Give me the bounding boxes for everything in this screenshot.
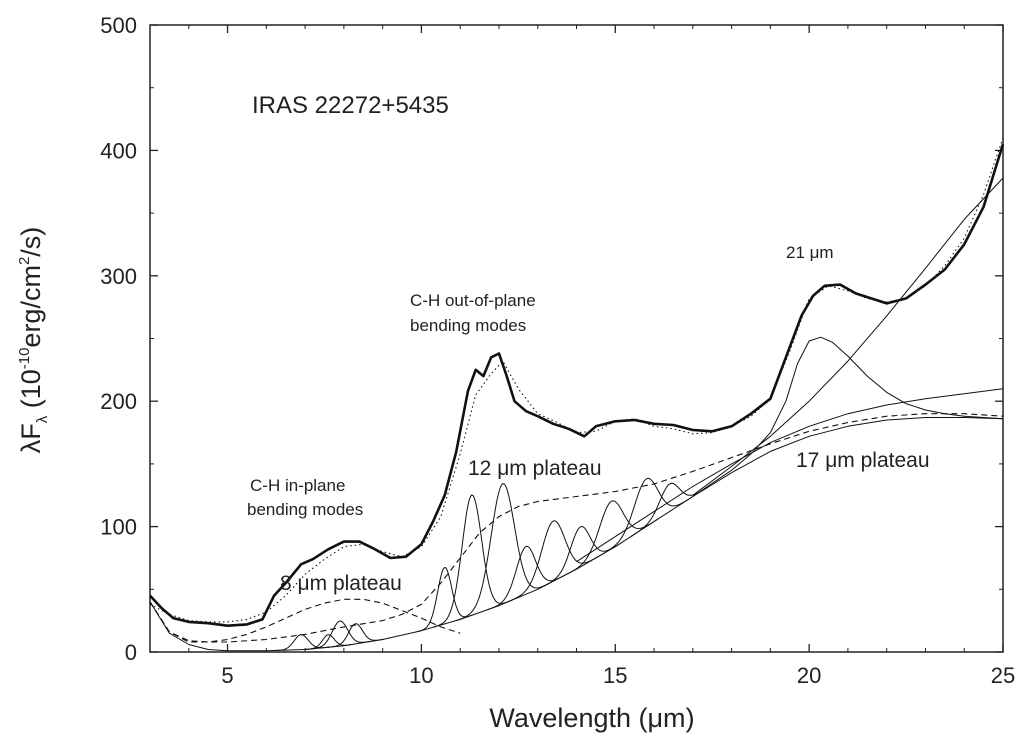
x-tick-label: 20 (797, 663, 821, 688)
series-line-1 (149, 143, 1005, 628)
y-tick-label: 500 (100, 13, 137, 38)
series-line-5 (149, 413, 1004, 643)
chart-title: IRAS 22272+5435 (252, 92, 449, 119)
y-axis-title-c: /s) (16, 227, 46, 257)
series-line-6 (692, 336, 1004, 497)
y-tick-label: 0 (125, 640, 137, 665)
x-axis-title: Wavelength (μm) (489, 703, 694, 733)
x-tick-label: 25 (991, 663, 1015, 688)
gaussian-component-11 (564, 500, 659, 576)
x-tick-label: 5 (221, 663, 233, 688)
annotation-12um-plateau: 12 μm plateau (468, 457, 602, 480)
x-tick-label: 10 (409, 663, 433, 688)
y-tick-label: 100 (100, 515, 137, 540)
y-axis-title-main: λF (16, 423, 46, 453)
gaussian-component-3 (308, 620, 372, 650)
annotation-21um: 21 μm (786, 243, 834, 262)
annotation-ch-out-plane-1: C-H out-of-plane (410, 291, 536, 310)
x-tick-label: 15 (603, 663, 627, 688)
series-line-2 (149, 137, 1004, 623)
x-axis-title-main: Wavelength ( (489, 703, 647, 733)
gaussian-component-8 (487, 545, 566, 611)
y-tick-label: 200 (100, 389, 137, 414)
x-axis-title-close: ) (686, 703, 695, 733)
annotation-ch-out-plane-2: bending modes (410, 316, 526, 335)
series-layer (149, 137, 1005, 652)
annotation-17um-plateau: 17 μm plateau (796, 449, 930, 472)
y-axis-title-sub: λ (34, 415, 51, 423)
gaussian-component-6 (432, 494, 511, 628)
y-axis-title-a: (10 (16, 369, 46, 416)
series-line-8 (576, 388, 1004, 563)
gaussian-component-5 (416, 566, 473, 633)
series-line-3 (149, 417, 1004, 652)
gaussian-component-10 (541, 525, 620, 588)
gaussian-component-13 (630, 482, 709, 538)
plot-frame (149, 24, 1004, 653)
gaussian-component-4 (327, 623, 384, 648)
axis-ticks: 5 10 15 20 25 0 100 200 300 400 500 (100, 13, 1015, 688)
gaussian-component-9 (506, 520, 601, 603)
y-axis-title-b: erg/cm (16, 265, 46, 348)
gaussian-component-12 (599, 477, 694, 557)
annotation-8um-plateau: 8 μm plateau (280, 572, 402, 595)
series-line-7 (692, 177, 1004, 496)
annotation-ch-in-plane-2: bending modes (247, 500, 363, 519)
annotation-ch-in-plane-1: C-H in-plane (250, 476, 345, 495)
y-axis-title-exp1: -10 (16, 348, 33, 370)
gaussian-component-7 (456, 483, 550, 621)
y-tick-label: 300 (100, 264, 137, 289)
y-axis-title: λFλ (10-10erg/cm2/s) (16, 227, 51, 454)
y-tick-label: 400 (100, 138, 137, 163)
y-axis-title-exp2: 2 (16, 257, 33, 265)
x-axis-title-unit: μm (648, 703, 686, 733)
